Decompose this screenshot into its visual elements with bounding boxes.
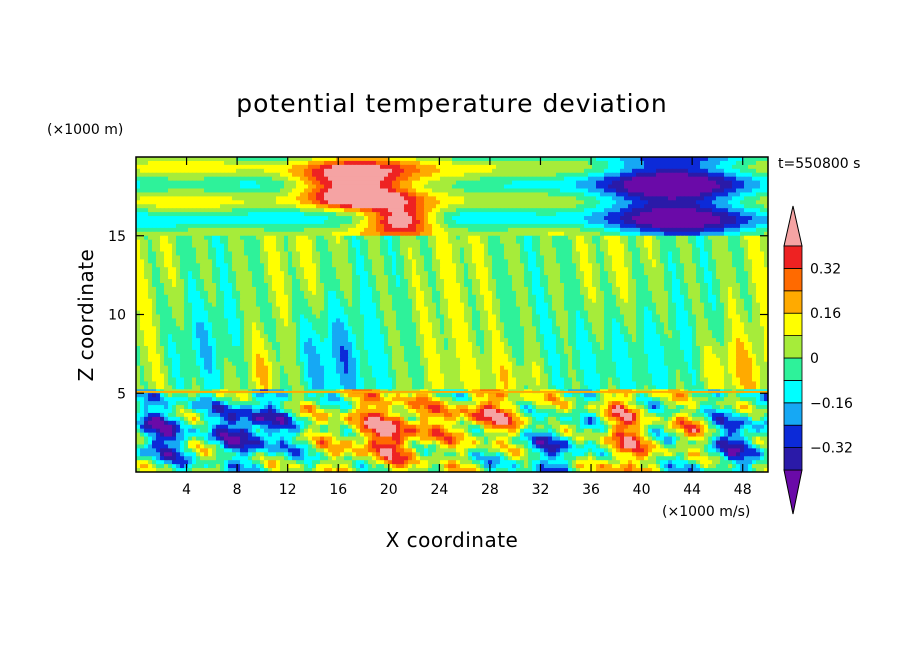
- chart-title: potential temperature deviation: [236, 89, 667, 118]
- x-tick-label: 24: [430, 482, 448, 498]
- y-axis-label: Z coordinate: [74, 249, 98, 382]
- x-tick-label: 16: [329, 482, 347, 498]
- colorbar-tick-label: −0.16: [810, 396, 853, 412]
- x-tick-label: 48: [734, 482, 752, 498]
- colorbar-segment: [783, 245, 803, 269]
- colorbar-tick-label: 0.16: [810, 306, 841, 322]
- x-tick-label: 40: [633, 482, 651, 498]
- y-tick-label: 5: [117, 386, 126, 402]
- inversion-line: [136, 390, 768, 393]
- x-tick-label: 32: [532, 482, 550, 498]
- colorbar-tick-label: 0: [810, 351, 819, 367]
- x-tick-label: 28: [481, 482, 499, 498]
- colorbar-segment: [783, 379, 803, 404]
- colorbar: 0.32 0.16 0 −0.16 −0.32: [783, 205, 853, 515]
- colorbar-tick-label: −0.32: [810, 441, 853, 457]
- x-tick-label: 44: [683, 482, 701, 498]
- colorbar-segment: [783, 402, 803, 426]
- colorbar-segment: [783, 424, 803, 449]
- colorbar-tick-label: 0.32: [810, 261, 841, 277]
- time-label: t=550800 s: [778, 156, 860, 172]
- x-tick-label: 8: [233, 482, 242, 498]
- colorbar-min-extend: [783, 469, 803, 515]
- x-unit-label: (×1000 m/s): [662, 504, 750, 520]
- colorbar-segment: [783, 335, 803, 359]
- colorbar-segment: [783, 312, 803, 337]
- y-tick-label: 15: [108, 229, 126, 245]
- y-unit-label: (×1000 m): [47, 122, 123, 138]
- colorbar-segment: [783, 290, 803, 314]
- x-tick-label: 4: [182, 482, 191, 498]
- colorbar-segment: [783, 447, 803, 471]
- x-axis-label: X coordinate: [386, 528, 519, 552]
- x-tick-label: 12: [279, 482, 297, 498]
- y-axis: 5 10 15: [108, 229, 768, 402]
- contour-field: [136, 157, 768, 472]
- colorbar-segment: [783, 357, 803, 381]
- colorbar-max-extend: [783, 205, 803, 247]
- x-tick-label: 36: [582, 482, 600, 498]
- y-tick-label: 10: [108, 308, 126, 324]
- colorbar-segment: [783, 267, 803, 292]
- x-tick-label: 20: [380, 482, 398, 498]
- x-axis: 4 8 12 16 20 24 28 32 36 40 44 48: [182, 157, 752, 498]
